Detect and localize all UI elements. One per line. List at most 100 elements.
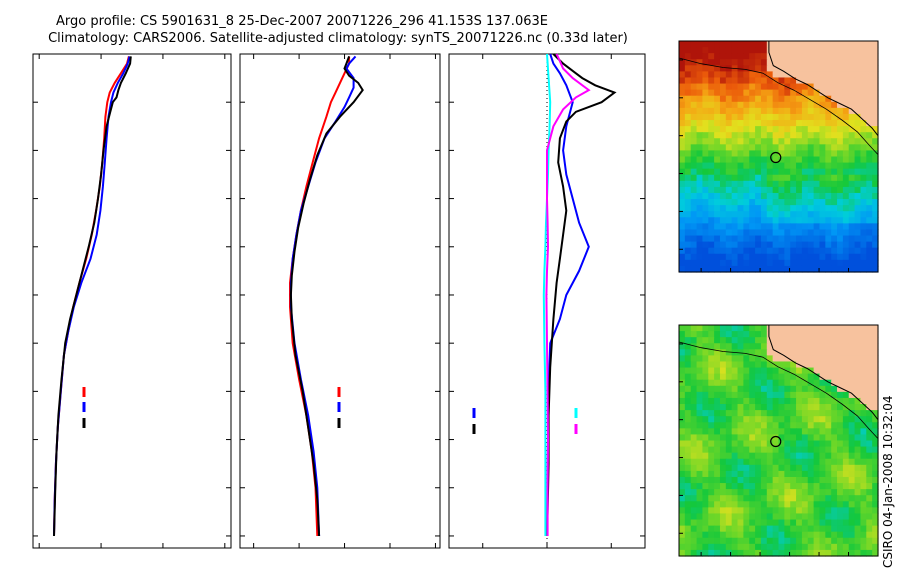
map-cell [807, 531, 815, 539]
map-cell [731, 355, 739, 363]
map-cell [684, 495, 692, 502]
map-cell [796, 47, 803, 54]
map-cell [866, 410, 873, 417]
map-cell [731, 192, 739, 200]
map-heatmap-cells [679, 41, 879, 273]
map-cell [831, 543, 838, 551]
map-cell [725, 476, 733, 484]
map-cell [848, 349, 856, 356]
map-cell [796, 132, 803, 139]
map-cell [866, 416, 873, 423]
map-cell [690, 537, 698, 545]
map-cell [684, 464, 692, 472]
map-cell [702, 531, 709, 539]
map-cell [837, 440, 844, 448]
map-cell [854, 138, 862, 145]
map-cell [714, 77, 721, 85]
map-cell [842, 531, 850, 539]
map-cell [696, 464, 704, 472]
map-cell [755, 107, 762, 115]
map-cell [766, 434, 774, 442]
map-cell [755, 150, 762, 158]
map-cell [784, 349, 791, 356]
map-cell [737, 174, 744, 182]
map-cell [848, 156, 856, 164]
map-cell [708, 428, 715, 436]
map-cell [848, 397, 856, 405]
map-cell [831, 385, 838, 393]
map-cell [749, 489, 756, 496]
map-cell [854, 452, 862, 460]
map-cell [737, 440, 744, 448]
map-cell [702, 95, 709, 103]
map-cell [860, 440, 867, 448]
map-cell [837, 470, 844, 478]
map-cell [872, 223, 879, 231]
map-cell [854, 440, 862, 448]
map-cell [790, 464, 797, 472]
map-cell [708, 513, 715, 521]
map-cell [854, 385, 862, 393]
map-cell [872, 470, 879, 478]
map-cell [825, 186, 832, 194]
map-cell [842, 325, 850, 332]
map-cell [854, 537, 862, 545]
map-cell [679, 325, 686, 332]
map-cell [755, 95, 762, 103]
map-cell [819, 428, 826, 436]
map-cell [755, 373, 762, 381]
map-cell [866, 241, 873, 249]
map-cell [778, 101, 785, 109]
map-cell [842, 507, 850, 515]
map-cell [684, 355, 692, 363]
map-cell [807, 126, 815, 133]
map-cell [796, 531, 803, 539]
map-cell [755, 126, 762, 133]
map-cell [679, 428, 686, 436]
map-cell [725, 174, 733, 182]
map-cell [690, 367, 698, 375]
map-cell [719, 120, 727, 127]
map-cell [837, 531, 844, 539]
map-cell [684, 71, 692, 79]
map-cell [690, 101, 698, 109]
map-cell [807, 217, 815, 224]
map-cell [708, 101, 715, 109]
map-cell [866, 162, 873, 170]
map-cell [854, 199, 862, 206]
map-cell [848, 385, 856, 393]
map-cell [737, 211, 744, 218]
map-cell [708, 59, 715, 66]
map-cell [702, 168, 709, 176]
map-cell [725, 192, 733, 200]
map-cell [813, 101, 821, 109]
map-cell [719, 180, 727, 188]
map-cell [708, 501, 715, 508]
map-cell [848, 168, 856, 176]
map-cell [813, 223, 821, 231]
map-cell [784, 361, 791, 369]
map-cell [831, 113, 838, 121]
map-cell [848, 217, 856, 224]
map-cell [737, 205, 744, 212]
map-cell [766, 168, 774, 176]
map-cell [848, 247, 856, 255]
map-cell [714, 156, 721, 164]
map-cell [860, 416, 867, 423]
coastline [768, 41, 879, 137]
map-cell [679, 367, 686, 375]
map-cell [690, 168, 698, 176]
map-cell [796, 144, 803, 152]
map-cell [772, 259, 780, 267]
map-cell [702, 186, 709, 194]
map-cell [684, 83, 692, 91]
map-cell [778, 247, 785, 255]
map-cell [737, 107, 744, 115]
map-cell [854, 446, 862, 454]
map-cell [690, 549, 698, 557]
map-cell [719, 355, 727, 363]
map-cell [743, 543, 750, 551]
map-cell [842, 53, 850, 60]
map-cell [831, 199, 838, 206]
map-cell [860, 428, 867, 436]
